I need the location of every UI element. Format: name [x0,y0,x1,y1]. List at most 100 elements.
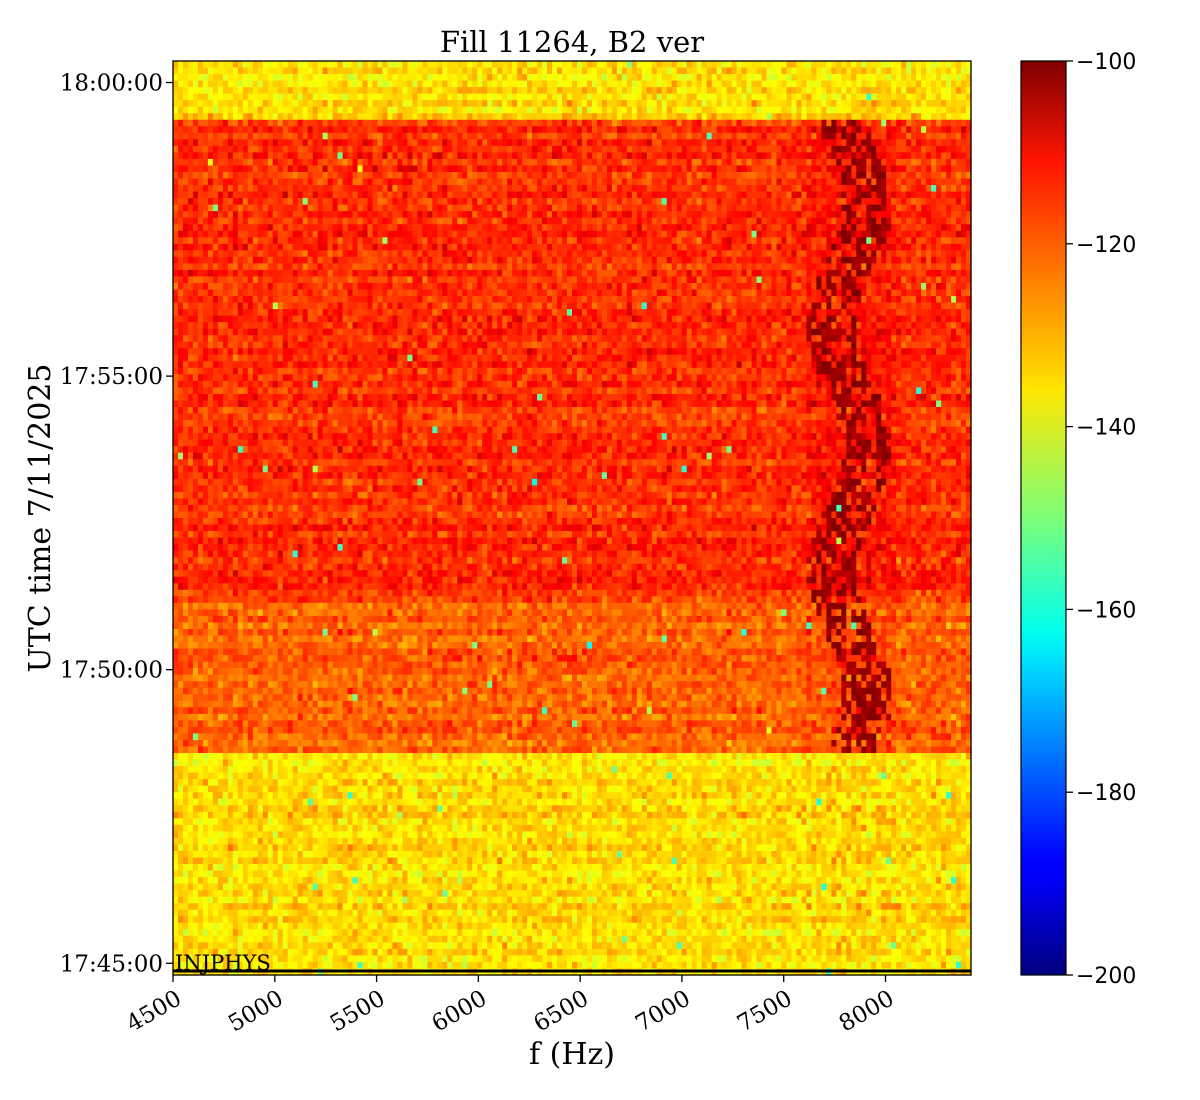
heatmap-cell [307,152,314,160]
heatmap-cell [237,198,244,206]
heatmap-cell [671,191,678,199]
heatmap-cell [666,145,673,153]
heatmap-cell [442,191,448,199]
heatmap-cell [646,191,653,199]
heatmap-cell [771,185,778,193]
heatmap-cell [262,139,269,147]
heatmap-cell [601,178,608,186]
heatmap-cell [322,145,329,153]
heatmap-cell [447,93,453,101]
heatmap-cell [287,185,294,193]
heatmap-cell [841,256,847,264]
heatmap-cell [746,119,753,127]
heatmap-cell [821,145,827,153]
heatmap-cell [357,171,364,180]
heatmap-cell [207,113,214,121]
heatmap-cell [786,243,793,251]
heatmap-cell [861,113,867,121]
heatmap-cell [207,185,214,193]
heatmap-cell [601,61,608,69]
heatmap-cell [786,93,793,101]
heatmap-cell [601,217,608,225]
heatmap-cell [302,61,309,69]
heatmap-cell [237,132,244,140]
heatmap-cell [796,171,803,180]
heatmap-cell [836,185,842,193]
heatmap-cell [522,80,528,88]
heatmap-cell [576,224,583,232]
heatmap-cell [372,237,379,245]
heatmap-cell [791,100,798,108]
heatmap-cell [936,126,942,134]
heatmap-cell [761,178,768,186]
heatmap-cell [816,217,822,225]
heatmap-cell [407,185,413,193]
heatmap-cell [482,165,488,173]
heatmap-cell [931,171,937,180]
heatmap-cell [267,126,274,134]
heatmap-cell [437,119,443,127]
heatmap-cell [801,243,808,251]
heatmap-cell [591,80,598,88]
heatmap-cell [512,106,518,114]
heatmap-cell [182,165,189,173]
heatmap-cell [297,100,304,108]
heatmap-cell [611,158,618,167]
heatmap-cell [761,243,768,251]
heatmap-cell [377,158,384,167]
heatmap-cell [846,152,852,160]
heatmap-cell [631,145,638,153]
heatmap-cell [941,171,947,180]
heatmap-cell [921,152,927,160]
heatmap-cell [482,224,488,232]
heatmap-cell [841,158,847,167]
heatmap-cell [437,237,443,245]
heatmap-cell [252,100,259,108]
heatmap-cell [826,74,832,82]
heatmap-cell [467,256,473,264]
heatmap-cell [482,113,488,121]
heatmap-cell [317,204,324,212]
heatmap-cell [636,178,643,186]
heatmap-cell [611,100,618,108]
heatmap-cell [871,237,877,245]
heatmap-cell [512,152,518,160]
heatmap-cell [896,152,902,160]
heatmap-cell [477,145,483,153]
heatmap-cell [427,132,433,140]
heatmap-cell [666,171,673,180]
heatmap-cell [242,100,249,108]
heatmap-cell [382,113,389,121]
heatmap-cell [417,243,423,251]
heatmap-cell [576,243,583,251]
heatmap-cell [761,80,768,88]
heatmap-cell [222,132,229,140]
heatmap-cell [716,198,723,206]
heatmap-cell [302,80,309,88]
heatmap-cell [522,132,528,140]
heatmap-cell [247,171,254,180]
heatmap-cell [966,243,972,251]
heatmap-cell [876,211,882,219]
heatmap-cell [641,74,648,82]
heatmap-cell [347,61,354,69]
heatmap-cell [826,185,832,193]
heatmap-cell [721,191,728,199]
heatmap-cell [207,243,214,251]
heatmap-cell [437,158,443,167]
heatmap-cell [626,61,633,69]
heatmap-cell [621,224,628,232]
heatmap-cell [187,119,194,127]
heatmap-cell [946,152,952,160]
heatmap-cell [202,93,209,101]
heatmap-cell [786,100,793,108]
heatmap-cell [207,224,214,232]
heatmap-cell [217,126,224,134]
heatmap-cell [512,224,518,232]
heatmap-cell [771,100,778,108]
heatmap-cell [811,230,817,238]
heatmap-cell [636,93,643,101]
heatmap-cell [452,119,458,127]
heatmap-cell [706,178,713,186]
heatmap-cell [512,113,518,121]
